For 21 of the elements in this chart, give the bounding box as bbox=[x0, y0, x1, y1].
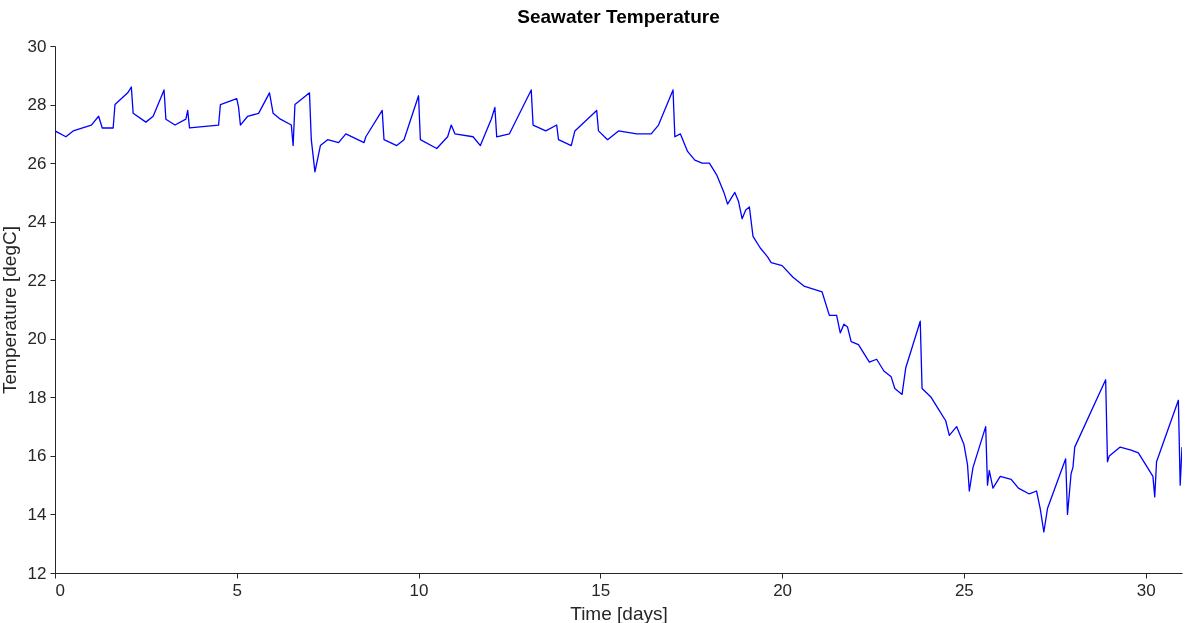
y-axis-title: Temperature [degC] bbox=[0, 226, 20, 394]
x-tick-label: 5 bbox=[232, 580, 243, 600]
y-tick-label: 18 bbox=[27, 387, 47, 407]
x-tick-label: 20 bbox=[773, 580, 793, 600]
y-tick-label: 12 bbox=[27, 563, 47, 583]
x-tick-label: 30 bbox=[1136, 580, 1156, 600]
y-tick-label: 24 bbox=[27, 212, 47, 232]
x-tick-label: 10 bbox=[409, 580, 429, 600]
y-tick-label: 26 bbox=[27, 153, 47, 173]
y-tick-label: 16 bbox=[27, 446, 47, 466]
x-tick-label: 25 bbox=[954, 580, 974, 600]
y-tick-label: 22 bbox=[27, 270, 47, 290]
y-tick-label: 28 bbox=[27, 95, 47, 115]
line-series bbox=[55, 86, 1182, 533]
y-tick-label: 30 bbox=[27, 36, 47, 56]
y-tick-label: 20 bbox=[27, 329, 47, 349]
y-tick-label: 14 bbox=[27, 504, 47, 524]
x-tick-label: 15 bbox=[591, 580, 611, 600]
x-tick-label: 0 bbox=[55, 580, 65, 600]
x-axis-title: Time [days] bbox=[570, 602, 668, 623]
chart-title: Seawater Temperature bbox=[517, 6, 720, 27]
